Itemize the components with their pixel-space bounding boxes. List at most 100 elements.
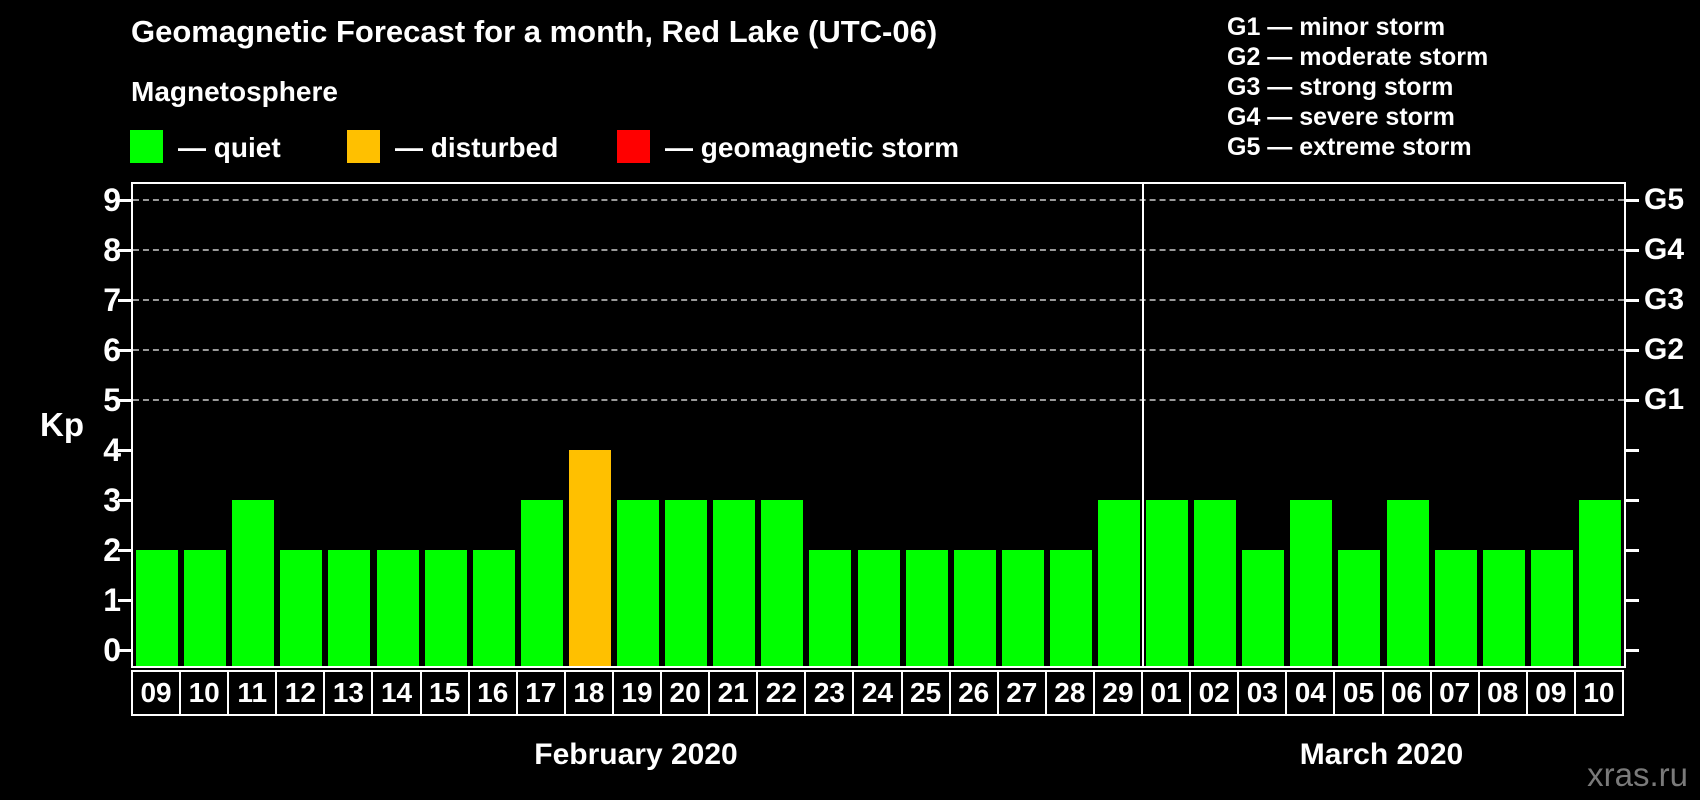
- day-label-cell: 08: [1477, 670, 1528, 716]
- kp-bar: [809, 550, 852, 666]
- kp-bar: [328, 550, 371, 666]
- y-tick-right: [1626, 249, 1639, 252]
- y-tick-right: [1626, 649, 1639, 652]
- day-label-cell: 03: [1237, 670, 1288, 716]
- grid-line: [133, 199, 1624, 201]
- day-label-cell: 29: [1092, 670, 1144, 716]
- y-tick-left: [118, 199, 131, 202]
- day-label-cell: 16: [467, 670, 518, 716]
- kp-bar: [520, 500, 563, 666]
- kp-bar: [1338, 550, 1381, 666]
- day-label-cell: 09: [131, 670, 182, 716]
- legend-label-storm: — geomagnetic storm: [665, 132, 960, 163]
- month-label: March 2020: [1299, 738, 1464, 771]
- g-legend-line: G2 — moderate storm: [1227, 43, 1489, 71]
- day-label-cell: 10: [1573, 670, 1624, 716]
- day-label-cell: 23: [804, 670, 855, 716]
- day-label-cell: 22: [756, 670, 807, 716]
- day-label-cell: 25: [900, 670, 951, 716]
- kp-bar: [1386, 500, 1429, 666]
- y-tick-label: 8: [103, 232, 121, 268]
- legend-label-quiet: — quiet: [178, 132, 281, 163]
- kp-bar: [1434, 550, 1477, 666]
- y-tick-right: [1626, 599, 1639, 602]
- y-tick-label: 6: [103, 332, 121, 368]
- g-legend-line: G3 — strong storm: [1227, 73, 1454, 101]
- y-tick-right: [1626, 399, 1639, 402]
- y-tick-left: [118, 499, 131, 502]
- kp-bar: [905, 550, 948, 666]
- legend-swatch-disturbed: [347, 130, 380, 163]
- g-label: G4: [1644, 233, 1685, 266]
- month-label: February 2020: [534, 738, 738, 771]
- g-scale-legend: G1 — minor storm G2 — moderate storm G3 …: [1227, 12, 1488, 162]
- grid-line: [133, 249, 1624, 251]
- day-label-cell: 18: [563, 670, 614, 716]
- y-tick-right: [1626, 549, 1639, 552]
- kp-bar: [1482, 550, 1525, 666]
- day-label-cell: 09: [1525, 670, 1576, 716]
- day-label-cell: 27: [996, 670, 1047, 716]
- g-legend-line: G4 — severe storm: [1227, 103, 1455, 131]
- g-label: G1: [1644, 383, 1685, 416]
- watermark: xras.ru: [1587, 756, 1688, 793]
- kp-bar: [665, 500, 708, 666]
- day-label-cell: 10: [179, 670, 230, 716]
- kp-bar: [1578, 500, 1621, 666]
- y-tick-left: [118, 599, 131, 602]
- y-tick-left: [118, 349, 131, 352]
- y-tick-label: 1: [103, 582, 121, 618]
- day-label-cell: 24: [852, 670, 903, 716]
- g-label: G2: [1644, 333, 1685, 366]
- day-label-cell: 21: [708, 670, 759, 716]
- y-tick-right: [1626, 499, 1639, 502]
- y-tick-right: [1626, 449, 1639, 452]
- kp-bar: [376, 550, 419, 666]
- day-label-cell: 05: [1333, 670, 1384, 716]
- kp-bar: [1530, 550, 1573, 666]
- day-label-cell: 04: [1285, 670, 1336, 716]
- g-label: G3: [1644, 283, 1685, 316]
- y-tick-left: [118, 299, 131, 302]
- y-tick-label: 4: [103, 432, 121, 468]
- y-tick-label: 0: [103, 632, 121, 668]
- day-label-cell: 14: [371, 670, 422, 716]
- kp-bar: [568, 450, 611, 666]
- kp-bar: [136, 550, 179, 666]
- day-label-cell: 13: [323, 670, 374, 716]
- day-label-cell: 07: [1429, 670, 1480, 716]
- grid-line: [133, 349, 1624, 351]
- day-label-cell: 28: [1044, 670, 1095, 716]
- y-tick-left: [118, 549, 131, 552]
- day-label-cell: 19: [611, 670, 663, 716]
- kp-bar: [424, 550, 467, 666]
- kp-bar: [232, 500, 275, 666]
- y-tick-right: [1626, 199, 1639, 202]
- day-label-cell: 02: [1189, 670, 1240, 716]
- day-label-cell: 06: [1381, 670, 1432, 716]
- day-label-cell: 12: [275, 670, 326, 716]
- y-tick-label: 2: [103, 532, 121, 568]
- y-tick-right: [1626, 299, 1639, 302]
- kp-bar: [617, 500, 660, 666]
- day-label-cell: 11: [227, 670, 278, 716]
- day-label-cell: 15: [419, 670, 470, 716]
- kp-bar: [713, 500, 756, 666]
- y-tick-label: 5: [103, 382, 121, 418]
- kp-bar: [1146, 500, 1189, 666]
- day-label-cell: 01: [1141, 670, 1192, 716]
- chart-title: Geomagnetic Forecast for a month, Red La…: [131, 14, 938, 49]
- month-separator: [1142, 184, 1145, 666]
- kp-bar: [1194, 500, 1237, 666]
- day-label-cell: 26: [948, 670, 999, 716]
- kp-bar: [1049, 550, 1092, 666]
- kp-bar: [1290, 500, 1333, 666]
- g-legend-line: G5 — extreme storm: [1227, 133, 1472, 161]
- y-tick-label: 7: [103, 282, 121, 318]
- kp-bar: [857, 550, 900, 666]
- y-tick-left: [118, 249, 131, 252]
- y-tick-right: [1626, 349, 1639, 352]
- legend-swatch-quiet: [130, 130, 163, 163]
- kp-bar: [184, 550, 227, 666]
- kp-bar: [761, 500, 804, 666]
